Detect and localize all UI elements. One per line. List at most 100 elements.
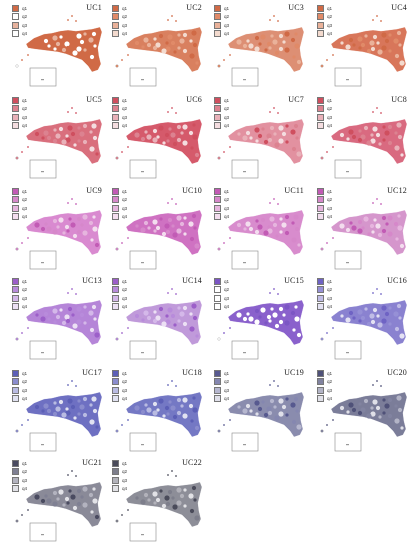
minor-island: [372, 111, 374, 113]
quartile-legend: q1 q2 q3 q4: [317, 187, 332, 221]
minor-island: [376, 288, 378, 290]
region-patch: [358, 129, 362, 133]
choropleth-map: [15, 380, 103, 452]
region-patch: [77, 399, 81, 403]
region-patch: [152, 410, 158, 416]
legend-swatch: [214, 4, 221, 12]
minor-island: [27, 54, 29, 56]
region-patch: [291, 419, 297, 425]
region-patch: [168, 127, 172, 131]
legend-entry: q3: [112, 204, 127, 213]
legend-label: q4: [327, 396, 333, 402]
region-patch: [274, 415, 280, 421]
region-patch: [387, 215, 393, 221]
region-patch: [294, 305, 298, 309]
pantelleria-island: [115, 247, 119, 251]
map-panel: q1 q2 q3 q4 UC11: [210, 183, 310, 288]
minor-island: [121, 332, 123, 334]
quartile-legend: q1 q2 q3 q4: [317, 369, 332, 403]
region-patch: [189, 39, 193, 43]
choropleth-map: [320, 198, 408, 270]
region-patch: [393, 38, 399, 44]
region-patch: [67, 398, 73, 404]
legend-entry: q1: [214, 369, 229, 378]
region-patch: [278, 46, 284, 52]
region-patch: [267, 225, 271, 229]
inset-marker: [41, 352, 44, 354]
minor-island: [372, 292, 374, 294]
region-patch: [164, 132, 170, 138]
legend-label: q4: [122, 123, 128, 129]
legend-entry: q2: [12, 196, 27, 205]
region-patch: [179, 493, 185, 499]
minor-island: [121, 514, 123, 516]
region-patch: [382, 138, 386, 142]
region-patch: [248, 43, 254, 49]
quartile-legend: q1 q2 q3 q4: [214, 187, 229, 221]
region-patch: [291, 146, 297, 152]
panel-title: UC16: [387, 276, 407, 285]
minor-island: [167, 474, 169, 476]
legend-label: q1: [122, 370, 128, 376]
legend-label: q1: [22, 460, 28, 466]
map-panel: q1 q2 q3 q4 UC4: [313, 0, 413, 105]
region-patch: [348, 310, 354, 316]
legend-swatch: [112, 113, 119, 121]
legend-label: q1: [122, 278, 128, 284]
region-patch: [360, 42, 366, 48]
legend-label: q3: [22, 477, 28, 483]
region-patch: [82, 123, 88, 129]
region-patch: [192, 123, 196, 127]
minor-island: [273, 288, 275, 290]
region-patch: [173, 50, 177, 54]
legend-entry: q4: [112, 303, 127, 312]
map-panel: q1 q2 q3 q4 UC2: [108, 0, 208, 105]
minor-island: [75, 293, 77, 295]
inset-marker: [141, 534, 144, 536]
inset-box: [231, 250, 259, 270]
legend-label: q2: [122, 287, 128, 293]
region-patch: [278, 33, 284, 39]
region-patch: [291, 237, 297, 243]
region-patch: [192, 134, 198, 140]
legend-label: q3: [327, 387, 333, 393]
region-patch: [388, 33, 392, 37]
region-patch: [257, 406, 263, 412]
panel-title: UC13: [82, 276, 102, 285]
region-patch: [284, 47, 290, 53]
map-panel: q1 q2 q3 q4 UC13: [8, 273, 108, 378]
region-patch: [179, 221, 185, 227]
legend-swatch: [317, 386, 324, 394]
panel-title: UC12: [387, 186, 407, 195]
legend-entry: q2: [112, 468, 127, 477]
inset-box: [29, 432, 57, 452]
region-patch: [53, 320, 57, 324]
region-patch: [270, 34, 274, 38]
region-patch: [170, 405, 176, 411]
legend-entry: q2: [112, 13, 127, 22]
region-patch: [183, 504, 187, 508]
region-patch: [80, 495, 84, 499]
region-patch: [88, 492, 94, 498]
minor-island: [273, 380, 275, 382]
legend-entry: q4: [214, 122, 229, 131]
minor-island: [277, 112, 279, 114]
pantelleria-island: [115, 64, 119, 68]
region-patch: [192, 407, 198, 413]
legend-label: q3: [122, 22, 128, 28]
region-patch: [376, 41, 380, 45]
pantelleria-island: [320, 156, 324, 160]
legend-swatch: [12, 21, 19, 29]
legend-label: q2: [122, 106, 128, 112]
region-patch: [257, 224, 263, 230]
region-patch: [189, 236, 195, 242]
inset-marker: [243, 352, 246, 354]
inset-marker: [243, 171, 246, 173]
region-patch: [242, 316, 248, 322]
region-patch: [168, 400, 172, 404]
pantelleria-island: [15, 64, 19, 68]
region-patch: [381, 45, 387, 51]
region-patch: [399, 333, 405, 339]
legend-label: q1: [224, 5, 230, 11]
minor-island: [75, 203, 77, 205]
